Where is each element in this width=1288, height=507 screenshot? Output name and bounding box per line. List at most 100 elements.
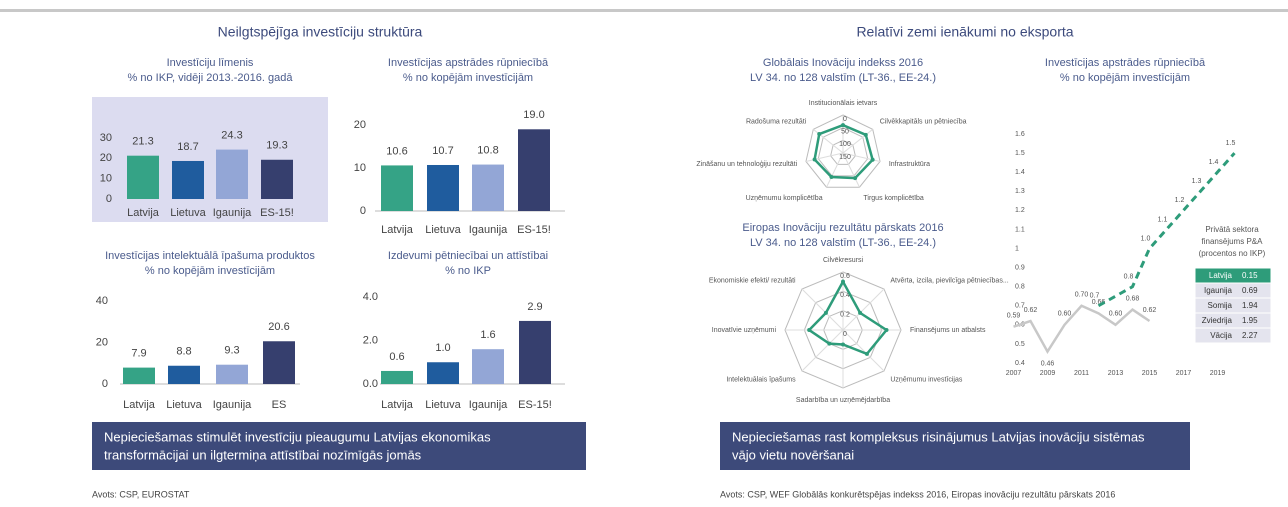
bar (519, 320, 551, 384)
data-label: 0.62 (1024, 307, 1038, 314)
r-tick-label: 0 (843, 331, 847, 338)
data-label: 20.6 (268, 321, 289, 333)
x-tick-label: Latvija (381, 224, 414, 236)
chart-title: Izdevumi pētniecībai un attīstībai (388, 250, 548, 262)
x-tick-label: 2019 (1210, 370, 1226, 377)
radar-spoke (801, 288, 844, 331)
axis-label: Tirgus komplicētība (863, 195, 924, 202)
y-tick-label: 40 (96, 295, 108, 307)
source: Avots: CSP, EUROSTAT (92, 489, 190, 499)
data-label: 1.5 (1226, 140, 1236, 147)
x-tick-label: Latvija (123, 399, 156, 411)
table-cell: Vācija (1210, 331, 1232, 340)
chart-subtitle: % no kopējām investīcijām (145, 265, 275, 277)
bar (216, 364, 248, 384)
y-tick-label: 0.8 (1015, 284, 1025, 291)
data-label: 7.9 (131, 348, 146, 360)
x-tick-label: Igaunija (469, 399, 508, 411)
data-label: 0.68 (1126, 295, 1140, 302)
bar (168, 365, 200, 384)
x-tick-label: Lietuva (425, 224, 461, 236)
data-label: 18.7 (177, 141, 198, 153)
data-label: 19.0 (523, 109, 544, 121)
table-row (1194, 327, 1272, 344)
x-tick-label: 2007 (1006, 370, 1022, 377)
x-tick-label: Lietuva (425, 399, 461, 411)
y-tick-label: 20 (100, 152, 112, 164)
radar-spoke (842, 329, 885, 372)
y-tick-label: 20 (354, 119, 366, 131)
y-tick-label: 1.1 (1015, 226, 1025, 233)
radar-point (853, 176, 858, 181)
y-tick-label: 0.0 (363, 378, 378, 390)
bar (216, 149, 248, 199)
grid-ring (817, 127, 869, 177)
radar-spoke (805, 152, 844, 162)
r-tick-label: 0.2 (840, 312, 850, 319)
axis-label: Finansējums un atbalsts (910, 327, 986, 334)
chart-subtitle: % no kopējām investīcijām (403, 72, 533, 84)
data-label: 0.66 (1092, 299, 1106, 306)
chart-title: Globālais Inovāciju indekss 2016 (763, 57, 923, 69)
table-cell: 0.69 (1242, 286, 1258, 295)
data-label: 1.2 (1175, 197, 1185, 204)
r-tick-label: 0 (843, 116, 847, 123)
x-tick-label: 2011 (1074, 370, 1089, 377)
source: Avots: CSP, WEF Globālās konkurētspējas … (720, 489, 1115, 499)
x-tick-label: ES-15! (517, 224, 551, 236)
radar-point (864, 351, 869, 356)
top-rule (0, 9, 1288, 12)
section-title: Neilgtspējīga investīciju struktūra (218, 24, 423, 40)
axis-label: Institucionālais ietvars (809, 100, 878, 107)
data-label: 10.8 (477, 144, 498, 156)
banner-text: Nepieciešamas rast kompleksus risinājumu… (732, 429, 1145, 444)
chart-title: Investīcijas apstrādes rūpniecībā (1045, 57, 1206, 69)
data-label: 1.0 (435, 342, 450, 354)
table-cell: Somija (1208, 301, 1233, 310)
data-label: 0.60 (1109, 311, 1123, 318)
y-tick-label: 0.4 (1015, 360, 1025, 367)
bar (381, 165, 413, 211)
table-title: (procentos no IKP) (1199, 249, 1266, 258)
y-tick-label: 0.5 (1015, 341, 1025, 348)
table-cell: 1.94 (1242, 301, 1258, 310)
radar-point (841, 342, 845, 347)
radar-point (812, 157, 817, 162)
bar (427, 362, 459, 384)
axis-label: Cilvēkkapitāls un pētniecība (880, 119, 967, 126)
bar (472, 164, 504, 211)
table-title: Privātā sektora (1205, 225, 1259, 234)
x-tick-label: Igaunija (213, 399, 252, 411)
y-tick-label: 0.7 (1015, 303, 1025, 310)
radar-point (858, 310, 863, 315)
radar-point (884, 328, 889, 332)
chart-subtitle: % no IKP, vidēji 2013.-2016. gadā (128, 72, 294, 84)
y-tick-label: 1.5 (1015, 150, 1025, 157)
data-label: 1.6 (480, 329, 495, 341)
axis-label: Infrastruktūra (889, 161, 930, 168)
data-label: 1.0 (1141, 235, 1151, 242)
data-label: 0.6 (389, 351, 404, 363)
y-tick-label: 20 (96, 336, 108, 348)
data-label: 2.9 (527, 301, 542, 313)
axis-label: Ekonomiskie efekti/ rezultāti (709, 277, 796, 284)
table-cell: 1.95 (1242, 316, 1258, 325)
table-cell: Zviedrija (1202, 316, 1233, 325)
radar-point (827, 341, 832, 346)
bar (263, 341, 295, 384)
x-tick-label: Latvija (381, 399, 414, 411)
table-row (1194, 267, 1272, 284)
bar (127, 155, 159, 199)
radar-point (863, 132, 868, 137)
y-tick-label: 0 (106, 193, 112, 205)
axis-label: Radošuma rezultāti (746, 119, 807, 126)
r-tick-label: 100 (839, 141, 851, 148)
data-label: 9.3 (224, 345, 239, 357)
grid-ring (830, 139, 856, 165)
banner (720, 422, 1190, 470)
y-tick-label: 1.6 (1015, 131, 1025, 138)
chart-title: Investīcijas intelektuālā īpašuma produk… (105, 250, 315, 262)
chart-title: Eiropas Inovāciju rezultātu pārskats 201… (742, 222, 943, 234)
chart-subtitle: % no IKP (445, 265, 491, 277)
chart-subtitle: % no kopējām investīcijām (1060, 72, 1190, 84)
